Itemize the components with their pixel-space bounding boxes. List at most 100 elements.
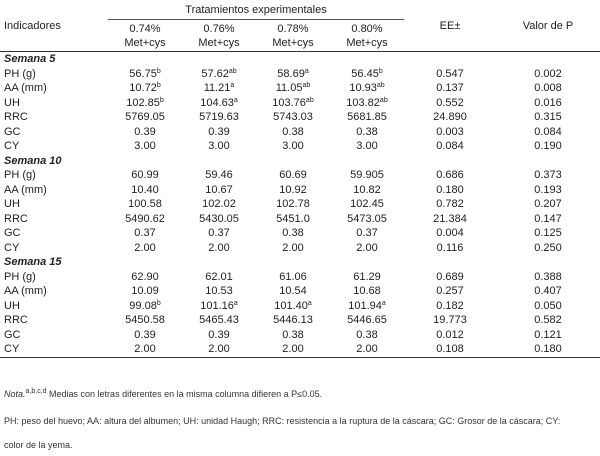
cell-value: 10.93 xyxy=(349,82,377,94)
cell-superscript: b xyxy=(159,96,164,104)
cell-value: 102.45 xyxy=(350,198,384,210)
p-value-cell: 0.008 xyxy=(534,82,562,94)
cell-value: 2.00 xyxy=(134,241,156,254)
cell-superscript: b xyxy=(156,67,161,75)
row-label: RRC xyxy=(4,212,28,225)
treatment-value-cell: 3.00 xyxy=(256,139,330,154)
p-value-cell: 0.180 xyxy=(496,342,600,358)
section-title: Semana 5 xyxy=(4,53,56,65)
treatment-value-cell: 10.40 xyxy=(108,183,182,198)
table-row: AA (mm) 10.40 10.67 10.92 10.82 0.180 0.193 xyxy=(0,183,600,198)
treatment-value-cell: 10.82 xyxy=(330,183,404,198)
treatment-value-cell: 2.00 xyxy=(256,342,330,358)
ee-cell: 0.137 xyxy=(436,82,464,94)
cell-value: 0.38 xyxy=(282,125,304,138)
treatment-value-cell: 0.39 xyxy=(182,328,256,343)
cell-value: 61.06 xyxy=(279,270,307,283)
treatment-value-cell: 5465.43 xyxy=(182,313,256,328)
cell-value: 10.53 xyxy=(205,285,233,297)
treatment-value-cell: 61.06 xyxy=(256,270,330,285)
cell-value: 59.46 xyxy=(205,169,233,181)
cell-superscript: a xyxy=(381,299,386,307)
cell-value: 2.00 xyxy=(134,343,156,355)
cell-value: 11.05 xyxy=(275,82,303,94)
treatment-value-cell: 0.39 xyxy=(182,125,256,140)
cell-value: 101.40 xyxy=(274,299,308,312)
cell-value: 2.00 xyxy=(208,343,230,355)
cell-value: 10.54 xyxy=(279,285,307,297)
p-value-cell: 0.125 xyxy=(534,227,562,239)
treatment-value-cell: 56.45b xyxy=(330,67,404,82)
table-row: GC 0.37 0.37 0.38 0.37 0.004 0.125 xyxy=(0,226,600,241)
abbreviations-line-1: PH: peso del huevo; AA: altura del album… xyxy=(4,416,561,426)
treatment-value-cell: 0.38 xyxy=(330,328,404,343)
ee-cell: 0.003 xyxy=(436,125,464,138)
cell-value: 103.82 xyxy=(346,96,380,109)
p-value-cell: 0.190 xyxy=(534,140,562,152)
treatment-value-cell: 62.90 xyxy=(108,270,182,285)
row-label: AA (mm) xyxy=(4,285,47,297)
treatment-value-cell: 10.68 xyxy=(330,284,404,299)
treatment-value-cell: 2.00 xyxy=(330,241,404,256)
table-row: UH 100.58 102.02 102.78 102.45 0.782 0.207 xyxy=(0,197,600,212)
treatment-value-cell: 10.93ab xyxy=(330,81,404,96)
treatment-value-cell: 10.53 xyxy=(182,284,256,299)
p-value-cell: 0.016 xyxy=(534,96,562,109)
cell-value: 5769.05 xyxy=(125,111,165,123)
cell-value: 56.75 xyxy=(129,67,157,80)
treatment-value-cell: 5769.05 xyxy=(108,110,182,125)
treatment-value-cell: 5446.65 xyxy=(330,313,404,328)
cell-superscript: ab xyxy=(379,96,388,104)
table-row: GC 0.39 0.39 0.38 0.38 0.012 0.121 xyxy=(0,328,600,343)
treatment-value-cell: 10.67 xyxy=(182,183,256,198)
cell-value: 3.00 xyxy=(208,140,230,152)
ee-cell: 19.773 xyxy=(433,314,467,326)
cell-value: 59.905 xyxy=(350,169,384,181)
row-label: GC xyxy=(4,227,21,239)
ee-cell: 0.116 xyxy=(436,241,464,254)
cell-value: 2.00 xyxy=(356,241,378,254)
p-value-cell: 0.121 xyxy=(534,328,562,341)
cell-value: 5719.63 xyxy=(199,111,239,123)
treatment-value-cell: 100.58 xyxy=(108,197,182,212)
cell-value: 62.01 xyxy=(205,270,233,283)
cell-value: 0.37 xyxy=(356,227,378,239)
cell-value: 5430.05 xyxy=(199,212,239,225)
treatment-value-cell: 0.39 xyxy=(108,328,182,343)
cell-superscript: b xyxy=(156,299,161,307)
table-row: PH (g) 56.75b 57.62ab 58.69a 56.45b 0.547 0.00… xyxy=(0,67,600,82)
row-label: AA (mm) xyxy=(4,82,47,94)
row-label: CY xyxy=(4,241,20,254)
cell-value: 5446.65 xyxy=(347,314,387,326)
treatment-value-cell: 5681.85 xyxy=(330,110,404,125)
treatment-value-cell: 5451.0 xyxy=(256,212,330,227)
treatment-value-cell: 10.09 xyxy=(108,284,182,299)
table-row: RRC 5769.05 5719.63 5743.03 5681.85 24.890 0.3… xyxy=(0,110,600,125)
cell-value: 102.78 xyxy=(276,198,310,210)
cell-value: 0.39 xyxy=(208,328,230,341)
cell-value: 5473.05 xyxy=(347,212,387,225)
treatment-value-cell: 103.76ab xyxy=(256,96,330,111)
cell-value: 0.38 xyxy=(282,328,304,341)
treatment-value-cell: 0.37 xyxy=(108,226,182,241)
treatment-value-cell: 99.08b xyxy=(108,299,182,314)
treatment-value-cell: 2.00 xyxy=(330,342,404,358)
treatment-value-cell: 5473.05 xyxy=(330,212,404,227)
header-treatment: 0.78% Met+cys xyxy=(256,19,330,52)
treatment-value-cell: 3.00 xyxy=(182,139,256,154)
note-superscript: a,b,c,d xyxy=(25,388,47,395)
cell-value: 10.82 xyxy=(353,183,381,196)
cell-superscript: b xyxy=(378,67,383,75)
cell-superscript: ab xyxy=(376,82,385,89)
header-row-group: Indicadores Tratamientos experimentales … xyxy=(0,2,600,52)
treatment-value-cell: 11.21a xyxy=(182,81,256,96)
treatment-value-cell: 58.69a xyxy=(256,67,330,82)
treatment-value-cell: 0.37 xyxy=(182,226,256,241)
treatment-value-cell: 101.40a xyxy=(256,299,330,314)
cell-value: 101.16 xyxy=(200,299,234,312)
ee-cell: 24.890 xyxy=(433,111,467,123)
row-label: UH xyxy=(4,299,20,312)
p-value-cell: 0.207 xyxy=(534,198,562,210)
cell-value: 99.08 xyxy=(129,299,157,312)
row-label: AA (mm) xyxy=(4,183,47,196)
